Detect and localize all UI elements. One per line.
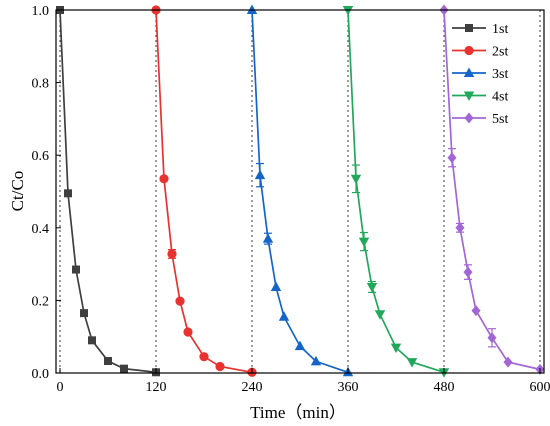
series-line [443, 9, 541, 371]
cycle-boundary-lines [59, 10, 541, 373]
plot-frame [55, 9, 545, 374]
legend-label: 1st [492, 22, 508, 37]
data-point [104, 357, 112, 366]
legend: 1st 2st 3st 4st 5st [452, 22, 508, 127]
data-point [72, 265, 80, 274]
data-point [463, 266, 473, 278]
data-point [64, 189, 72, 198]
data-point [447, 152, 457, 164]
data-point [246, 4, 258, 14]
legend-marker [465, 24, 473, 32]
series-1st [56, 6, 160, 377]
data-point [390, 343, 402, 354]
data-point [199, 352, 209, 362]
data-point [262, 233, 274, 243]
x-axis-title: Time（min） [250, 403, 346, 422]
data-point [175, 296, 185, 306]
legend-marker [463, 67, 475, 77]
y-tick-label: 0.8 [32, 77, 50, 92]
series-line [155, 9, 253, 374]
data-point [294, 340, 306, 351]
data-point [406, 358, 418, 368]
legend-marker [463, 91, 475, 101]
legend-item: 2st [452, 45, 508, 60]
data-point [366, 282, 378, 293]
y-tick-label: 0.2 [32, 294, 50, 309]
series-line [347, 9, 445, 374]
x-tick-label: 120 [146, 380, 167, 395]
x-tick-label: 240 [242, 380, 263, 395]
legend-item: 3st [452, 67, 508, 82]
y-tick-label: 1.0 [32, 4, 50, 19]
y-axis-title: Ct/Co [8, 171, 27, 212]
series-line [251, 9, 349, 374]
data-point [270, 281, 282, 291]
data-point [342, 6, 354, 16]
axis-ticks: 0 120 240 360 480 600 0.0 0.2 0.4 0.6 0.8 1.0 [32, 4, 550, 395]
legend-label: 3st [492, 67, 508, 82]
data-point [310, 355, 322, 366]
data-point [167, 249, 177, 259]
legend-item: 1st [452, 22, 508, 37]
data-point [254, 169, 266, 180]
y-tick-label: 0.6 [32, 149, 50, 164]
y-tick-label: 0.4 [32, 222, 50, 237]
data-point [278, 311, 290, 321]
series-3st [246, 4, 354, 377]
data-point [215, 361, 225, 372]
x-tick-label: 600 [530, 380, 550, 395]
data-point [88, 336, 96, 345]
data-point [350, 174, 362, 185]
series-2st [151, 5, 257, 377]
x-tick-label: 0 [57, 380, 64, 395]
legend-label: 4st [492, 90, 508, 105]
legend-item: 5st [452, 112, 508, 127]
series-layer [56, 4, 545, 378]
series-4st [342, 6, 450, 378]
x-tick-label: 480 [434, 380, 455, 395]
data-point [374, 310, 386, 320]
data-point [183, 327, 193, 337]
x-tick-label: 360 [338, 380, 359, 395]
y-tick-label: 0.0 [32, 367, 50, 382]
legend-marker [464, 112, 474, 124]
data-point [120, 364, 128, 373]
data-point [487, 332, 497, 344]
legend-label: 5st [492, 112, 508, 127]
data-point [471, 305, 481, 317]
data-point [358, 237, 370, 248]
data-point [455, 222, 465, 234]
series-5st [439, 4, 545, 375]
series-line [59, 9, 157, 374]
legend-item: 4st [452, 90, 508, 105]
data-point [80, 309, 88, 318]
legend-label: 2st [492, 45, 508, 60]
data-point [503, 356, 513, 368]
legend-marker [464, 45, 474, 56]
data-point [159, 174, 169, 184]
